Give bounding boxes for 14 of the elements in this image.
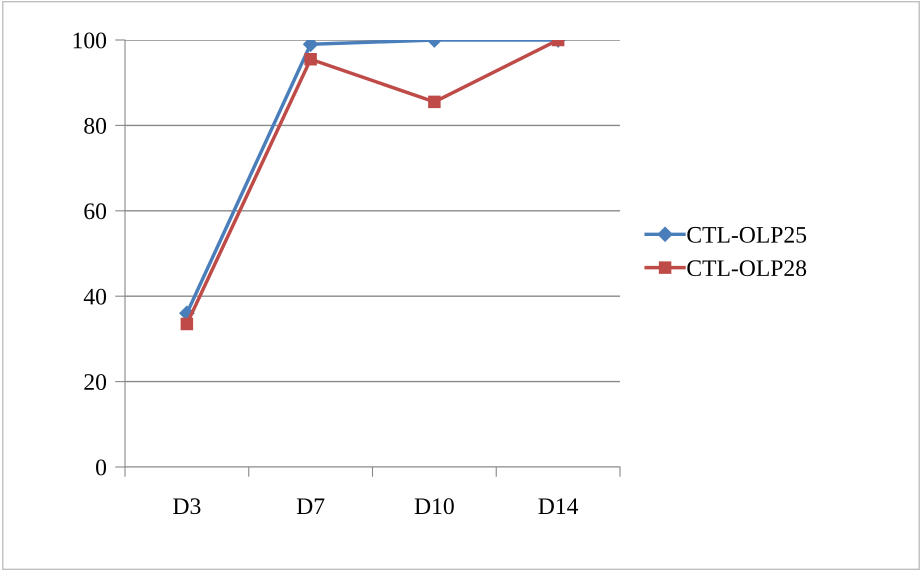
y-tick-label: 0 [96,459,106,476]
x-tick-label: D14 [538,498,578,514]
legend-label: CTL-OLP25 [687,226,806,243]
point [180,318,194,330]
y-tick-label: 20 [84,374,106,390]
x-tick-label: D7 [296,498,324,514]
y-tick-label: 60 [84,203,106,220]
point [428,96,441,108]
x-tick-label: D10 [414,498,454,514]
y-tick-label: 80 [84,118,106,134]
x-tick-label: D3 [173,498,200,514]
legend-label: CTL-OLP28 [687,260,806,276]
y-tick-label: 40 [84,288,106,305]
y-tick-label: 100 [74,32,106,48]
